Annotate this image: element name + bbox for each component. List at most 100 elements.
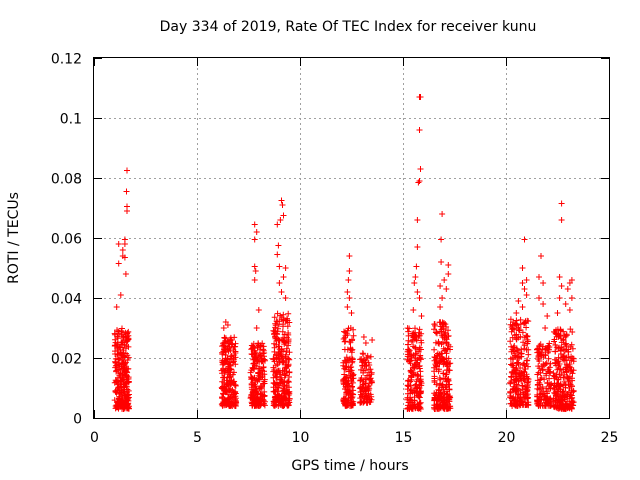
- data-point: [404, 378, 411, 384]
- data-point: [350, 326, 357, 333]
- data-point: [525, 318, 532, 325]
- data-point: [286, 388, 293, 395]
- data-point: [117, 292, 124, 298]
- data-point: [360, 399, 367, 406]
- data-point: [551, 338, 557, 345]
- data-point: [521, 236, 528, 243]
- data-point: [255, 340, 262, 347]
- data-point: [281, 382, 288, 388]
- data-point: [349, 400, 356, 407]
- data-point: [569, 355, 576, 362]
- data-point: [348, 367, 355, 374]
- data-point: [343, 381, 350, 388]
- data-point: [251, 263, 258, 270]
- data-point: [250, 340, 257, 347]
- data-point: [114, 345, 121, 352]
- data-point: [357, 399, 364, 406]
- x-tick-label: 15: [395, 430, 413, 446]
- data-point: [280, 274, 287, 280]
- data-point: [251, 362, 258, 369]
- data-point: [440, 370, 447, 377]
- data-point: [124, 379, 130, 386]
- data-point: [545, 366, 552, 373]
- data-point: [418, 346, 424, 353]
- data-point: [124, 208, 130, 214]
- data-point: [521, 320, 528, 327]
- data-point: [536, 295, 542, 301]
- data-point: [407, 390, 414, 397]
- data-point: [349, 383, 355, 390]
- data-point: [230, 389, 237, 395]
- y-tick-label: 0.12: [51, 52, 82, 68]
- chart-title: Day 334 of 2019, Rate Of TEC Index for r…: [160, 19, 537, 35]
- axis-ticks: 0 0.02 0.04 0.06 0.08 0.1 0.12 0 5 10 15 20 25: [51, 52, 619, 447]
- data-point: [227, 400, 233, 407]
- data-point: [278, 289, 285, 295]
- data-point: [279, 367, 286, 374]
- data-point: [119, 400, 126, 407]
- data-point: [439, 295, 446, 301]
- data-point: [276, 399, 283, 406]
- data-point: [558, 283, 565, 289]
- data-point: [405, 346, 412, 353]
- data-point: [408, 354, 415, 360]
- data-point: [559, 394, 566, 401]
- data-point: [565, 348, 572, 355]
- data-point: [281, 339, 288, 346]
- data-point: [561, 347, 568, 354]
- data-point: [569, 370, 576, 377]
- data-point: [256, 385, 263, 392]
- data-point: [257, 373, 264, 380]
- data-point: [284, 379, 291, 386]
- data-point: [228, 352, 235, 359]
- data-point: [272, 322, 279, 329]
- data-point: [515, 370, 522, 377]
- data-point: [435, 340, 442, 347]
- data-point: [342, 363, 349, 370]
- data-point: [555, 362, 562, 369]
- data-point: [119, 247, 126, 253]
- data-point: [220, 325, 227, 331]
- data-point: [279, 202, 286, 208]
- data-point: [418, 388, 424, 395]
- data-point: [406, 347, 413, 354]
- data-point: [271, 394, 278, 401]
- data-point: [523, 292, 530, 298]
- data-point: [416, 94, 423, 100]
- data-point: [432, 391, 439, 398]
- data-point: [285, 331, 292, 338]
- y-tick-label: 0.1: [60, 112, 82, 128]
- data-point: [512, 320, 519, 327]
- data-point: [222, 335, 229, 342]
- data-point: [563, 369, 570, 376]
- data-point: [112, 348, 118, 355]
- data-point: [280, 335, 287, 341]
- data-point: [418, 313, 425, 319]
- data-point: [121, 254, 128, 261]
- data-point: [118, 381, 125, 388]
- data-point: [116, 396, 123, 403]
- data-point: [517, 333, 524, 340]
- data-point: [219, 349, 226, 356]
- data-point: [276, 263, 283, 270]
- y-tick-label: 0.08: [51, 172, 82, 188]
- data-point: [560, 388, 567, 395]
- data-point: [361, 356, 368, 363]
- data-point: [519, 329, 526, 336]
- data-point: [276, 346, 283, 353]
- data-point: [439, 382, 446, 389]
- data-point: [519, 382, 526, 389]
- data-point: [440, 394, 447, 401]
- data-point: [444, 376, 451, 383]
- data-point: [227, 374, 234, 381]
- data-point: [405, 405, 411, 412]
- data-point: [280, 401, 286, 408]
- data-point: [409, 387, 415, 394]
- data-point: [251, 394, 257, 401]
- data-point: [523, 277, 530, 283]
- data-point: [513, 317, 520, 324]
- data-point: [232, 343, 239, 350]
- data-point: [282, 265, 289, 271]
- data-point: [525, 363, 531, 370]
- data-point: [404, 351, 411, 358]
